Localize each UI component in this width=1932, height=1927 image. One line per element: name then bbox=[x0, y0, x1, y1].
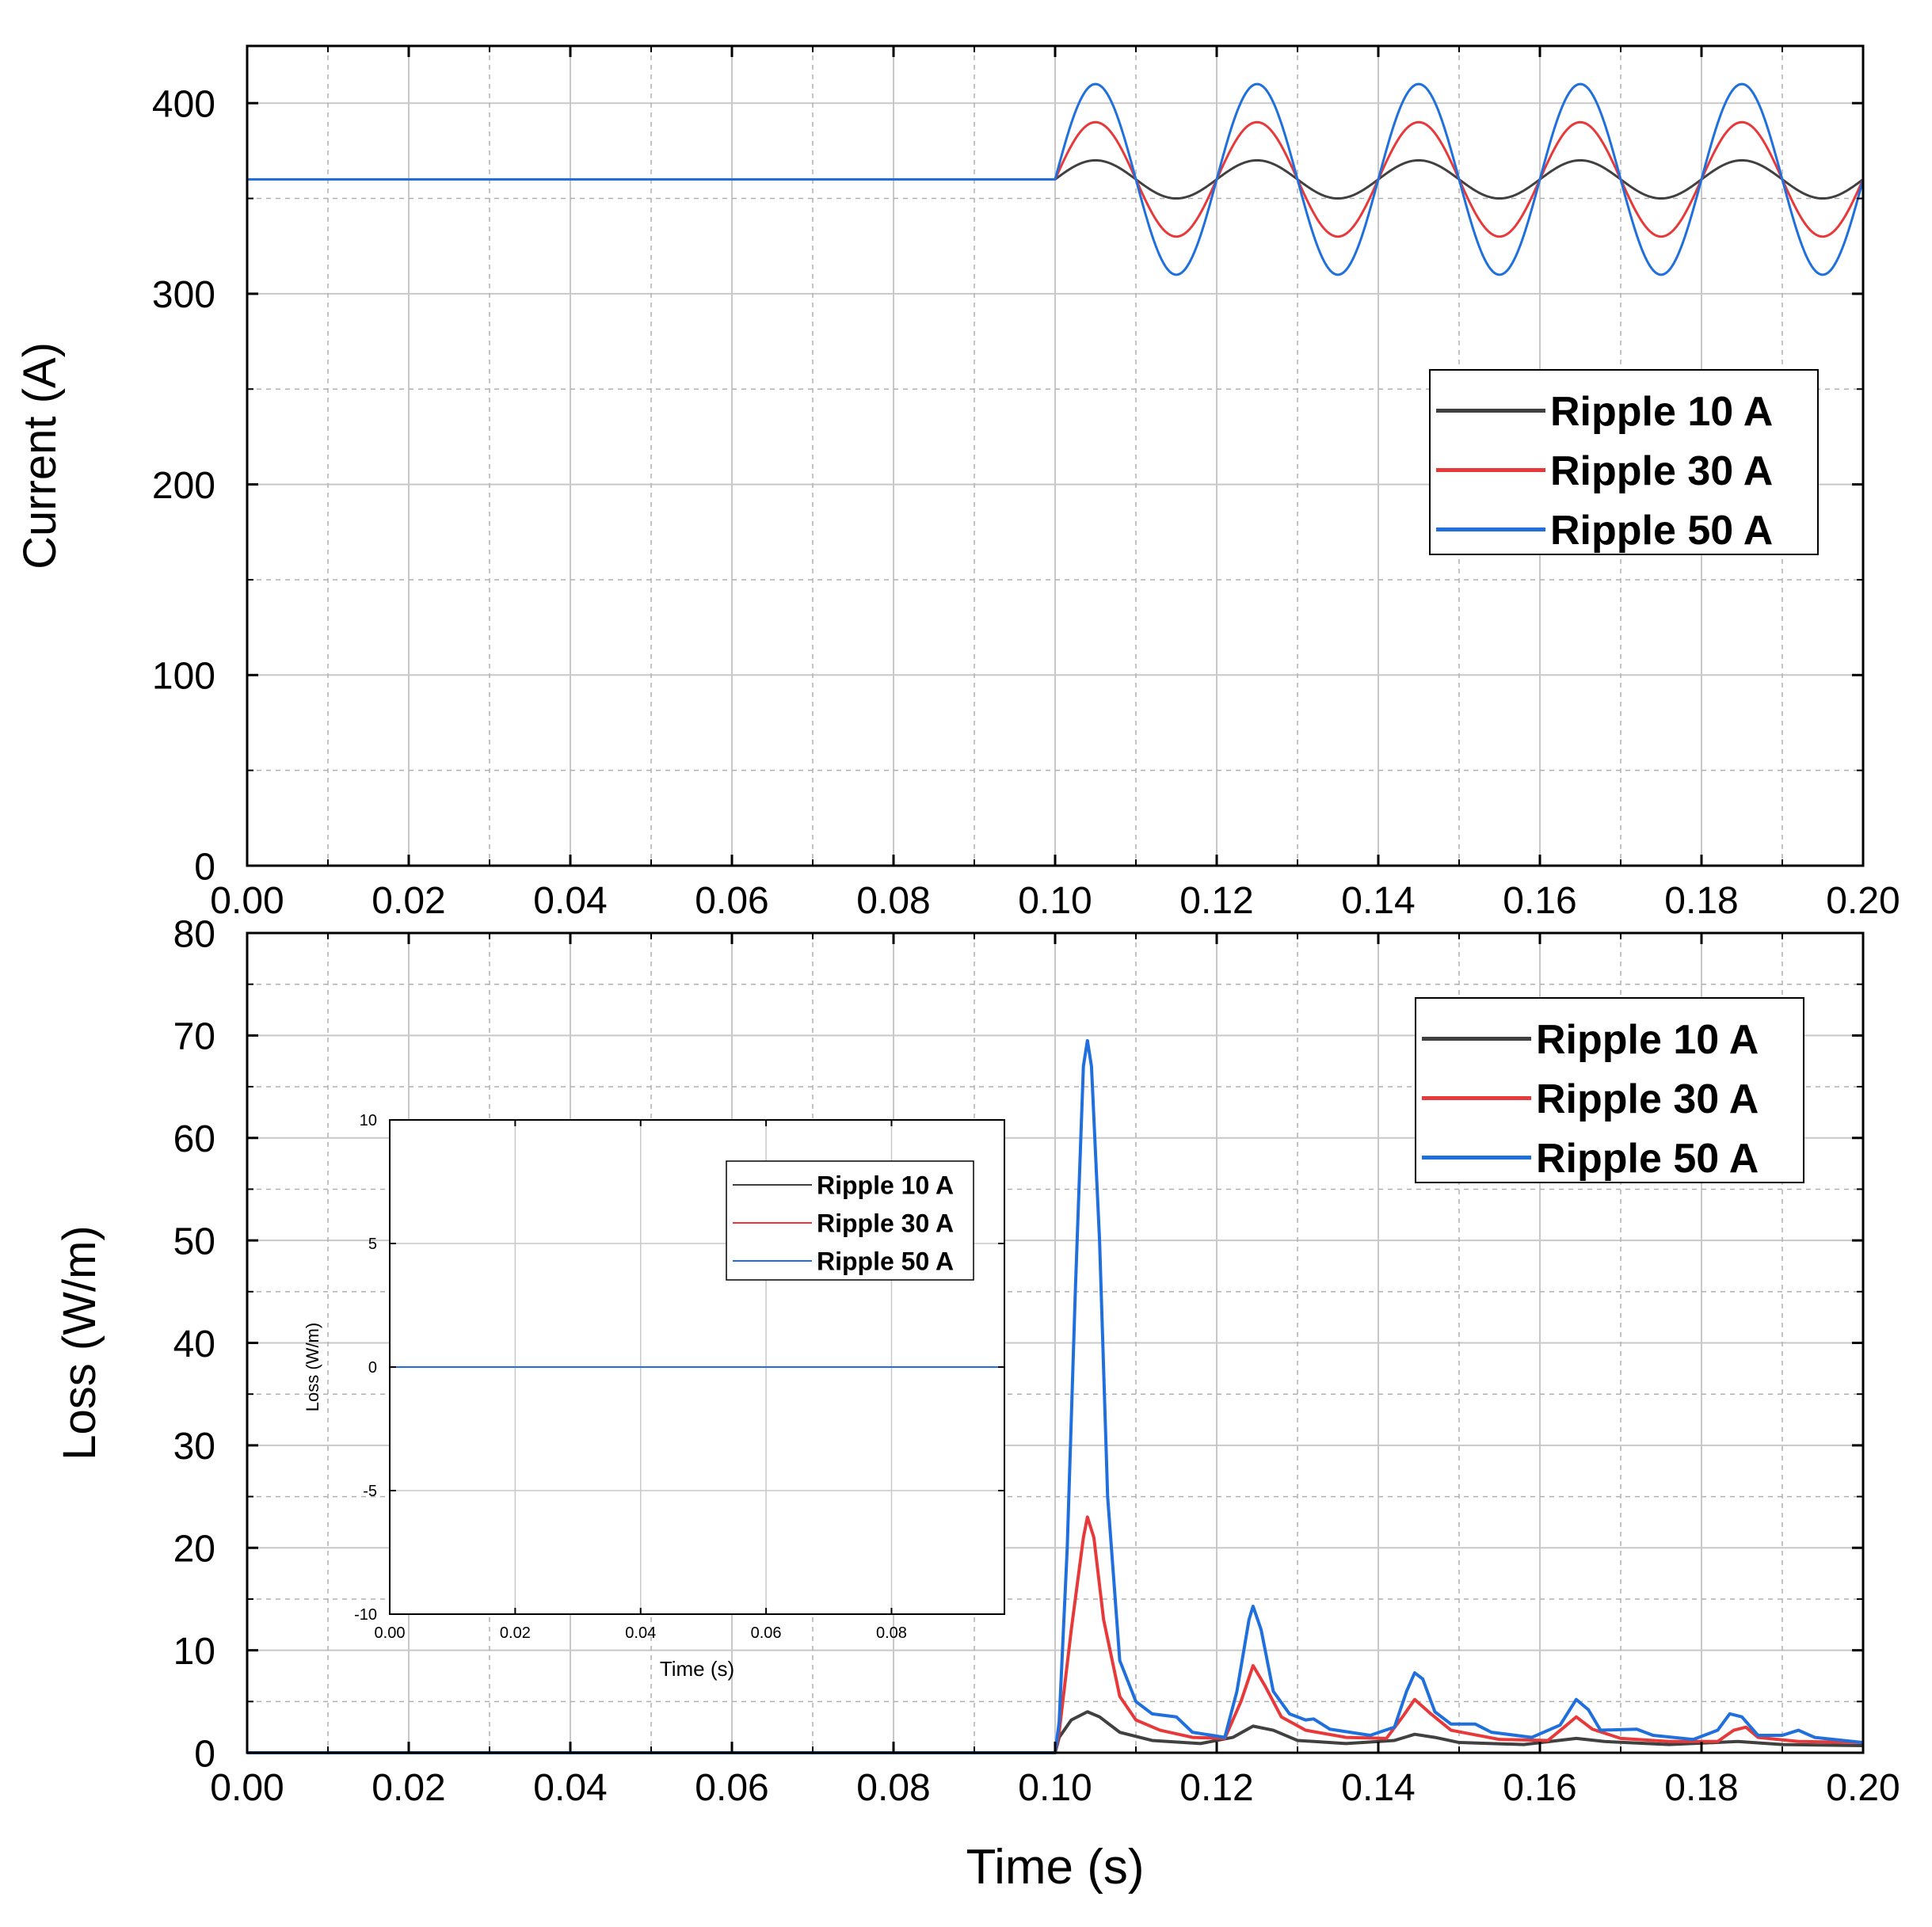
legend-box bbox=[1429, 369, 1819, 555]
x-tick-label: 0.06 bbox=[695, 880, 768, 922]
y-tick-label: 50 bbox=[173, 1221, 215, 1262]
x-tick-label: 0.04 bbox=[625, 1624, 656, 1642]
y-tick-label: -10 bbox=[354, 1606, 377, 1624]
x-tick-label: 0.04 bbox=[533, 1767, 607, 1809]
x-tick-label: 0.02 bbox=[372, 1767, 445, 1809]
x-tick-label: 0.16 bbox=[1503, 880, 1576, 922]
ticks-current: 0.00 0.02 0.04 0.06 0.08 0.10 0.12 0.14 0.16 0.18… bbox=[152, 46, 1900, 922]
y-tick-label: 0 bbox=[194, 846, 215, 888]
x-tick-label: 0.02 bbox=[372, 880, 445, 922]
series-line-ripple-30-a bbox=[247, 1515, 1864, 1754]
x-tick-label: 0.08 bbox=[856, 1767, 930, 1809]
y-tick-label: 30 bbox=[173, 1426, 215, 1468]
legend-label: Ripple 30 A bbox=[1536, 1076, 1759, 1122]
y-axis-label: Loss (W/m) bbox=[303, 1323, 322, 1411]
y-axis-label: Loss (W/m) bbox=[54, 1225, 105, 1460]
y-tick-label: 0 bbox=[194, 1733, 215, 1775]
y-axis-label: Current (A) bbox=[14, 342, 66, 569]
legend-label: Ripple 50 A bbox=[1550, 508, 1773, 554]
x-tick-label: 0.14 bbox=[1341, 1767, 1415, 1809]
y-tick-label: 300 bbox=[152, 274, 215, 316]
x-tick-label: 0.14 bbox=[1341, 880, 1415, 922]
x-tick-label: 0.18 bbox=[1664, 1767, 1738, 1809]
x-tick-label: 0.04 bbox=[533, 880, 607, 922]
legend-label: Ripple 10 A bbox=[1550, 389, 1773, 435]
legend-label: Ripple 10 A bbox=[817, 1171, 954, 1200]
x-tick-label: 0.06 bbox=[751, 1624, 782, 1642]
series-line-ripple-10-a bbox=[247, 1710, 1864, 1754]
legend-label: Ripple 30 A bbox=[817, 1209, 954, 1238]
chart-current: 0.00 0.02 0.04 0.06 0.08 0.10 0.12 0.14 0.16 0.18… bbox=[14, 44, 1900, 922]
y-tick-label: 200 bbox=[152, 465, 215, 507]
x-tick-label: 0.00 bbox=[210, 1767, 284, 1809]
legend-box bbox=[1415, 997, 1804, 1183]
series-group-loss bbox=[247, 1038, 1864, 1754]
legend-label: Ripple 50 A bbox=[1536, 1136, 1759, 1182]
series-line-ripple-50-a bbox=[246, 82, 1865, 276]
legend-loss: Ripple 10 A Ripple 30 A Ripple 50 A bbox=[1415, 997, 1804, 1183]
x-tick-label: 0.06 bbox=[695, 1767, 768, 1809]
legend-loss-inset: Ripple 10 A Ripple 30 A Ripple 50 A bbox=[726, 1160, 974, 1281]
y-tick-label: 20 bbox=[173, 1529, 215, 1571]
ticks-loss: 0.00 0.02 0.04 0.06 0.08 0.10 0.12 0.14 0.16 0.18… bbox=[173, 913, 1900, 1809]
x-tick-label: 0.18 bbox=[1664, 880, 1738, 922]
y-tick-label: 5 bbox=[368, 1236, 377, 1253]
x-tick-label: 0.12 bbox=[1179, 1767, 1253, 1809]
y-tick-label: -5 bbox=[363, 1483, 377, 1500]
x-axis-label: Time (s) bbox=[966, 1840, 1145, 1895]
x-tick-label: 0.12 bbox=[1179, 880, 1253, 922]
y-tick-label: 40 bbox=[173, 1323, 215, 1365]
x-tick-label: 0.08 bbox=[876, 1624, 907, 1642]
y-tick-label: 10 bbox=[360, 1112, 377, 1129]
x-axis-label: Time (s) bbox=[660, 1657, 734, 1681]
x-tick-label: 0.10 bbox=[1018, 880, 1092, 922]
x-tick-label: 0.08 bbox=[856, 880, 930, 922]
y-tick-label: 100 bbox=[152, 656, 215, 698]
x-tick-label: 0.00 bbox=[210, 880, 284, 922]
legend-label: Ripple 10 A bbox=[1536, 1017, 1759, 1063]
x-tick-label: 0.16 bbox=[1503, 1767, 1576, 1809]
x-tick-label: 0.10 bbox=[1018, 1767, 1092, 1809]
x-tick-label: 0.00 bbox=[375, 1624, 406, 1642]
series-line-ripple-50-a bbox=[247, 1038, 1864, 1754]
y-tick-label: 0 bbox=[368, 1359, 377, 1377]
y-tick-label: 10 bbox=[173, 1631, 215, 1673]
legend-label: Ripple 50 A bbox=[817, 1247, 954, 1276]
y-tick-label: 60 bbox=[173, 1118, 215, 1160]
legend-label: Ripple 30 A bbox=[1550, 448, 1773, 494]
series-group-current bbox=[246, 82, 1865, 276]
y-tick-label: 80 bbox=[173, 913, 215, 955]
legend-current: Ripple 10 A Ripple 30 A Ripple 50 A bbox=[1429, 369, 1819, 555]
x-tick-label: 0.02 bbox=[500, 1624, 531, 1642]
x-tick-label: 0.20 bbox=[1826, 1767, 1900, 1809]
y-tick-label: 70 bbox=[173, 1016, 215, 1058]
ticks-loss-inset: 0.00 0.02 0.04 0.06 0.08 -10 -5 0 5 10 bbox=[354, 1112, 1004, 1642]
x-tick-label: 0.20 bbox=[1826, 880, 1900, 922]
chart-loss-inset: 0.00 0.02 0.04 0.06 0.08 -10 -5 0 5 10 Loss (W/m) T… bbox=[303, 1112, 1005, 1681]
y-tick-label: 400 bbox=[152, 83, 215, 125]
